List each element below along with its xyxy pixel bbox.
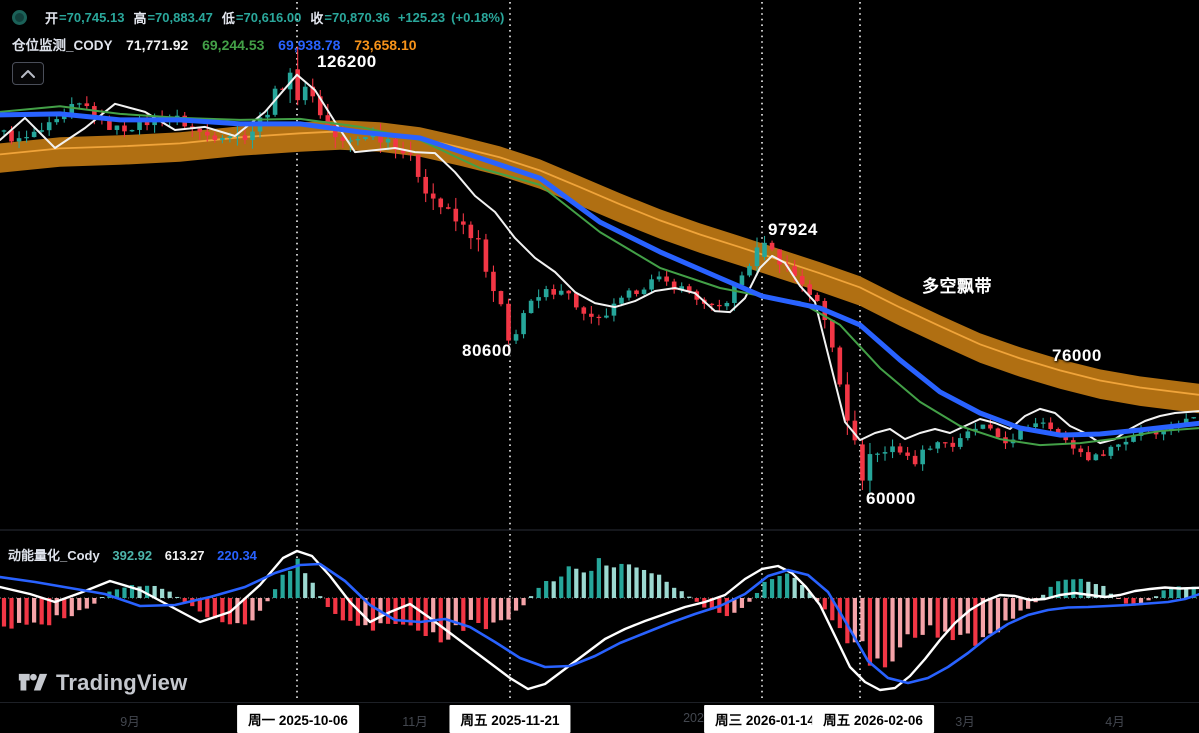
main-pane-legend: 开 =70,745.13 高 =70,883.47 低 =70,616.00 收 =70… [12,8,504,85]
chevron-up-icon [21,69,35,78]
low-value: =70,616.00 [235,10,302,25]
month-axis-label: 3月 [955,715,975,729]
close-value: =70,870.36 [324,10,390,25]
time-axis[interactable]: 9月 11月 2026 3月 4月 周一 2025-10-06 周五 2025-11-21 周… [0,702,1199,733]
price-label-annotation: 76000 [1052,346,1102,365]
tradingview-logo-text: TradingView [56,670,188,695]
change-percent: (+0.18%) [451,10,505,25]
open-label: 开 [45,11,59,26]
month-axis-label: 9月 [120,715,140,729]
high-label: 高 [133,11,147,26]
symbol-logo-icon [12,10,27,25]
low-label: 低 [221,11,235,26]
change-value: +125.23 [397,10,446,25]
collapse-legend-button[interactable] [12,62,44,85]
date-marker-box[interactable]: 周五 2025-11-21 [449,705,571,733]
overlay-value-white: 71,771.92 [126,37,189,53]
price-label-annotation: 80600 [462,341,512,360]
overlay-indicator-name: 仓位监测_CODY [12,38,113,53]
overlay-legend-row: 仓位监测_CODY 71,771.92 69,244.53 69,938.78 … [12,34,504,54]
ohlc-row: 开 =70,745.13 高 =70,883.47 低 =70,616.00 收 =70… [12,8,504,27]
momentum-pane-legend: 动能量化_Cody 392.92 613.27 220.34 [8,545,257,564]
ribbon-label-annotation: 多空飘带 [922,277,992,296]
date-marker-box[interactable]: 周一 2025-10-06 [237,705,359,733]
tradingview-logo-icon [18,673,48,691]
date-marker-box[interactable]: 周三 2026-01-14 [704,705,826,733]
month-axis-label: 11月 [402,715,428,729]
date-marker-box[interactable]: 周五 2026-02-06 [812,705,934,733]
overlay-value-blue: 69,938.78 [278,37,341,53]
price-label-annotation: 97924 [768,220,818,239]
momentum-value-blue: 220.34 [217,548,257,563]
momentum-value-teal: 392.92 [112,548,153,563]
month-axis-label: 4月 [1105,715,1125,729]
overlay-value-orange: 73,658.10 [354,37,417,53]
open-value: =70,745.13 [59,10,125,25]
high-value: =70,883.47 [147,10,213,25]
price-label-annotation: 60000 [866,489,916,508]
overlay-value-green: 69,244.53 [202,37,265,53]
month-axis-label: 2026 [683,711,711,725]
price-label-annotation: 126200 [317,52,377,71]
tradingview-logo[interactable]: TradingView [18,670,187,696]
close-label: 收 [310,11,324,26]
momentum-indicator-name: 动能量化_Cody [8,548,100,563]
momentum-value-white: 613.27 [164,548,205,563]
